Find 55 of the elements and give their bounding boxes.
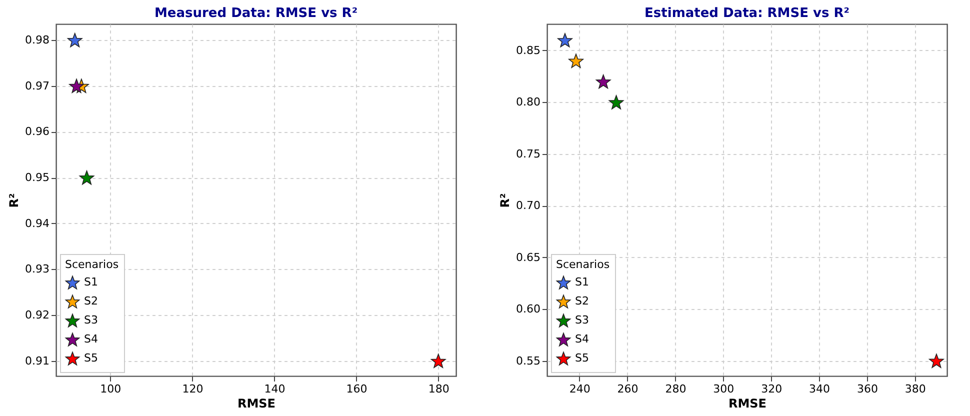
- legend-label: S4: [84, 332, 98, 346]
- point: [69, 78, 84, 94]
- y-tick-label: 0.92: [25, 308, 50, 322]
- y-tick-label: 0.75: [516, 147, 540, 160]
- y-axis-title: R²: [7, 193, 22, 208]
- point: [67, 32, 82, 48]
- x-tick-label: 180: [428, 382, 450, 396]
- legend-label: S5: [575, 352, 589, 364]
- point: [929, 354, 944, 368]
- legend-label: S1: [84, 276, 98, 288]
- legend-label: S3: [575, 314, 589, 326]
- x-axis-title: RMSE: [728, 396, 767, 410]
- y-tick-label: 0.65: [516, 250, 540, 264]
- y-tick-label: 0.97: [25, 79, 50, 92]
- x-axis-title: RMSE: [237, 396, 276, 410]
- point: [79, 170, 94, 185]
- y-tick-label: 0.80: [516, 96, 540, 109]
- x-tick-label: 120: [182, 382, 204, 396]
- x-tick-label: 240: [569, 382, 590, 396]
- y-tick-label: 0.98: [25, 34, 50, 47]
- legend-label: S2: [84, 294, 98, 308]
- x-tick-label: 160: [346, 382, 368, 396]
- chart-title: Measured Data: RMSE vs R²: [154, 6, 358, 21]
- y-tick-label: 0.91: [25, 354, 50, 368]
- y-tick-label: 0.70: [516, 199, 540, 212]
- legend-title: Scenarios: [65, 258, 119, 271]
- y-tick-label: 0.85: [516, 44, 540, 57]
- legend-label: S1: [575, 276, 589, 288]
- legend-label: S3: [84, 314, 98, 326]
- y-tick-label: 0.60: [516, 302, 540, 316]
- x-tick-label: 360: [856, 382, 878, 396]
- point: [430, 354, 446, 368]
- point: [596, 74, 611, 89]
- point: [558, 33, 572, 48]
- y-tick-label: 0.93: [25, 262, 50, 276]
- x-tick-label: 300: [713, 382, 734, 396]
- legend-label: S4: [575, 332, 589, 346]
- x-tick-label: 320: [761, 382, 782, 396]
- y-tick-label: 0.96: [25, 125, 50, 138]
- legend-title: Scenarios: [556, 258, 610, 271]
- point: [608, 95, 624, 110]
- x-tick-label: 140: [264, 382, 286, 396]
- legend-label: S5: [84, 352, 98, 364]
- y-axis-title: R²: [498, 193, 512, 208]
- point: [568, 54, 584, 68]
- legend-label: S2: [575, 294, 589, 308]
- y-tick-label: 0.95: [25, 171, 50, 184]
- x-tick-label: 280: [665, 382, 686, 396]
- y-tick-label: 0.55: [516, 354, 540, 368]
- y-tick-label: 0.94: [25, 216, 50, 230]
- x-tick-label: 340: [809, 382, 830, 396]
- x-tick-label: 100: [100, 382, 122, 396]
- x-tick-label: 380: [904, 382, 926, 396]
- chart-title: Estimated Data: RMSE vs R²: [644, 6, 850, 21]
- x-tick-label: 260: [617, 382, 638, 396]
